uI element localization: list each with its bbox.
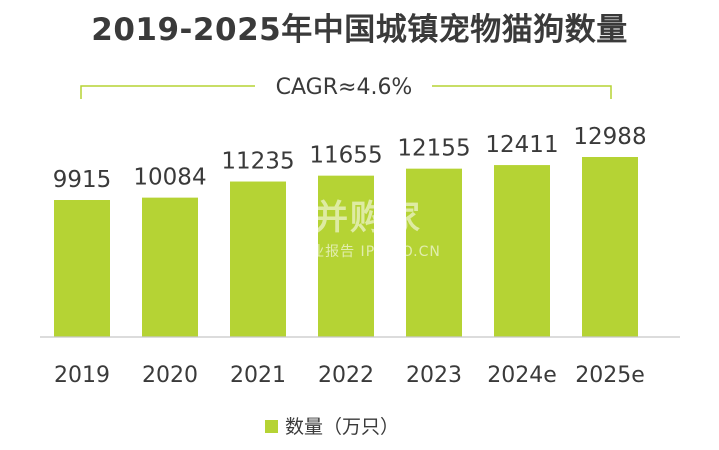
legend-label: 数量（万只）	[285, 416, 399, 438]
bar-2020	[142, 197, 198, 337]
x-tick-2024e: 2024e	[487, 363, 557, 388]
bar-2019	[54, 200, 110, 337]
x-tick-2021: 2021	[230, 363, 286, 388]
data-label-2019: 9915	[53, 167, 112, 193]
data-label-2025e: 12988	[573, 124, 646, 150]
bar-2022	[318, 175, 374, 337]
x-tick-2020: 2020	[142, 363, 198, 388]
bar-2023	[406, 168, 462, 337]
x-tick-labels: 2019 2020 2021 2022 2023 2024e 2025e	[54, 363, 645, 388]
data-label-2023: 12155	[397, 136, 470, 162]
bar-2021	[230, 181, 286, 337]
legend-swatch	[265, 420, 278, 433]
cagr-label: CAGR≈4.6%	[276, 75, 413, 100]
cagr-bracket-left	[80, 85, 255, 99]
cagr-bracket: CAGR≈4.6%	[80, 75, 612, 100]
data-label-2022: 11655	[309, 143, 382, 169]
x-tick-2025e: 2025e	[575, 363, 645, 388]
data-label-2024e: 12411	[485, 132, 558, 158]
bar-2024e	[494, 165, 550, 337]
x-tick-2019: 2019	[54, 363, 110, 388]
x-tick-2023: 2023	[406, 363, 462, 388]
chart-title: 2019-2025年中国城镇宠物猫狗数量	[91, 12, 628, 48]
legend: 数量（万只）	[265, 416, 399, 438]
x-tick-2022: 2022	[318, 363, 374, 388]
bars-group: 9915 10084 11235 11655 12155 12411 12988	[53, 124, 647, 337]
data-label-2021: 11235	[221, 149, 294, 175]
cagr-bracket-right	[432, 85, 612, 99]
data-label-2020: 10084	[133, 165, 206, 191]
bar-2025e	[582, 157, 638, 337]
